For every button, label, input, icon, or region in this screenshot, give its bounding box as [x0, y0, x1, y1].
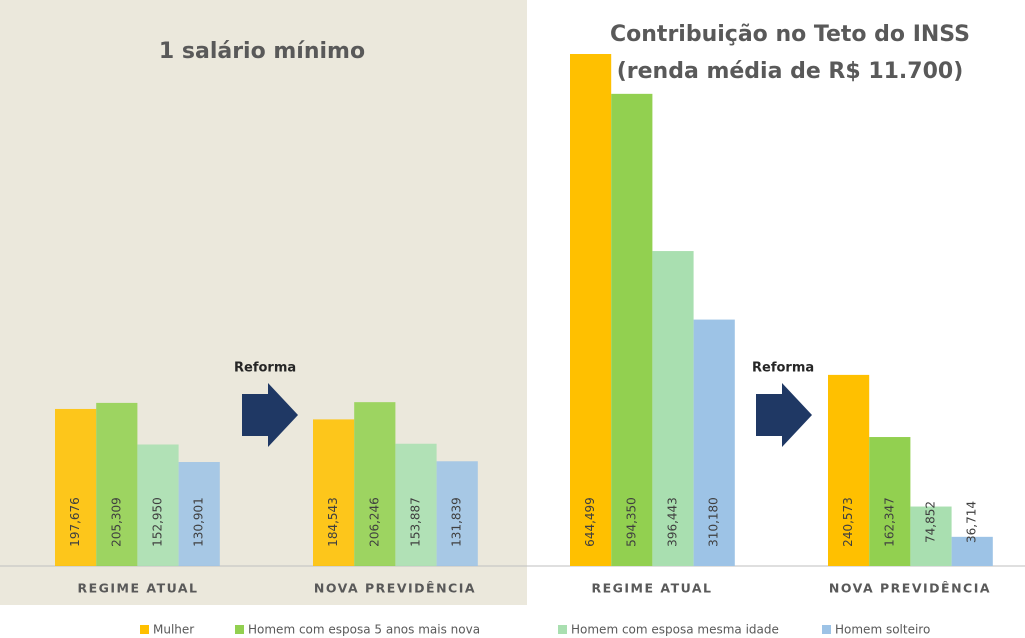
annotation: Reforma [752, 361, 814, 376]
bar [652, 251, 694, 566]
data-label: 74,852 [924, 501, 938, 543]
legend-swatch [140, 625, 149, 634]
data-label: 162,347 [882, 497, 896, 547]
bar [178, 462, 220, 566]
data-label: 130,901 [192, 497, 206, 547]
x-tick-label: NOVA PREVIDÊNCIA [314, 581, 476, 596]
legend-label: Homem com esposa mesma idade [571, 623, 779, 637]
bar [828, 374, 870, 566]
panel-title: Contribuição no Teto do INSS [610, 22, 970, 47]
data-label: 131,839 [450, 497, 464, 547]
bar [910, 506, 952, 566]
bar [96, 402, 138, 566]
arrow [242, 383, 298, 447]
panel-title: (renda média de R$ 11.700) [617, 59, 964, 84]
legend-swatch [235, 625, 244, 634]
data-label: 396,443 [666, 497, 680, 547]
x-tick-label: REGIME ATUAL [591, 581, 712, 596]
arrow [756, 383, 812, 447]
legend-swatch [822, 625, 831, 634]
x-tick-label: REGIME ATUAL [77, 581, 198, 596]
bar [313, 419, 355, 566]
bar [693, 319, 735, 566]
bar [395, 443, 437, 566]
data-label: 240,573 [841, 497, 855, 547]
panel-title: 1 salário mínimo [159, 39, 365, 64]
bar [354, 402, 396, 566]
bar [137, 444, 179, 566]
legend-swatch [558, 625, 567, 634]
data-label: 644,499 [583, 497, 597, 547]
legend-label: Homem com esposa 5 anos mais nova [248, 623, 480, 637]
data-label: 152,950 [151, 497, 165, 547]
data-label: 205,309 [109, 497, 123, 547]
bar [869, 437, 911, 566]
data-label: 594,350 [624, 497, 638, 547]
data-label: 197,676 [68, 497, 82, 547]
data-label: 36,714 [965, 501, 979, 543]
x-tick-label: NOVA PREVIDÊNCIA [829, 581, 991, 596]
legend-label: Homem solteiro [835, 623, 930, 637]
data-label: 184,543 [326, 497, 340, 547]
bar [611, 93, 653, 566]
data-label: 153,887 [409, 497, 423, 547]
bar [951, 536, 993, 566]
annotation: Reforma [234, 361, 296, 376]
bar [570, 54, 612, 566]
bar [55, 408, 97, 566]
data-label: 310,180 [707, 497, 721, 547]
bar [436, 461, 478, 566]
legend-label: Mulher [153, 623, 194, 637]
data-label: 206,246 [367, 497, 381, 547]
